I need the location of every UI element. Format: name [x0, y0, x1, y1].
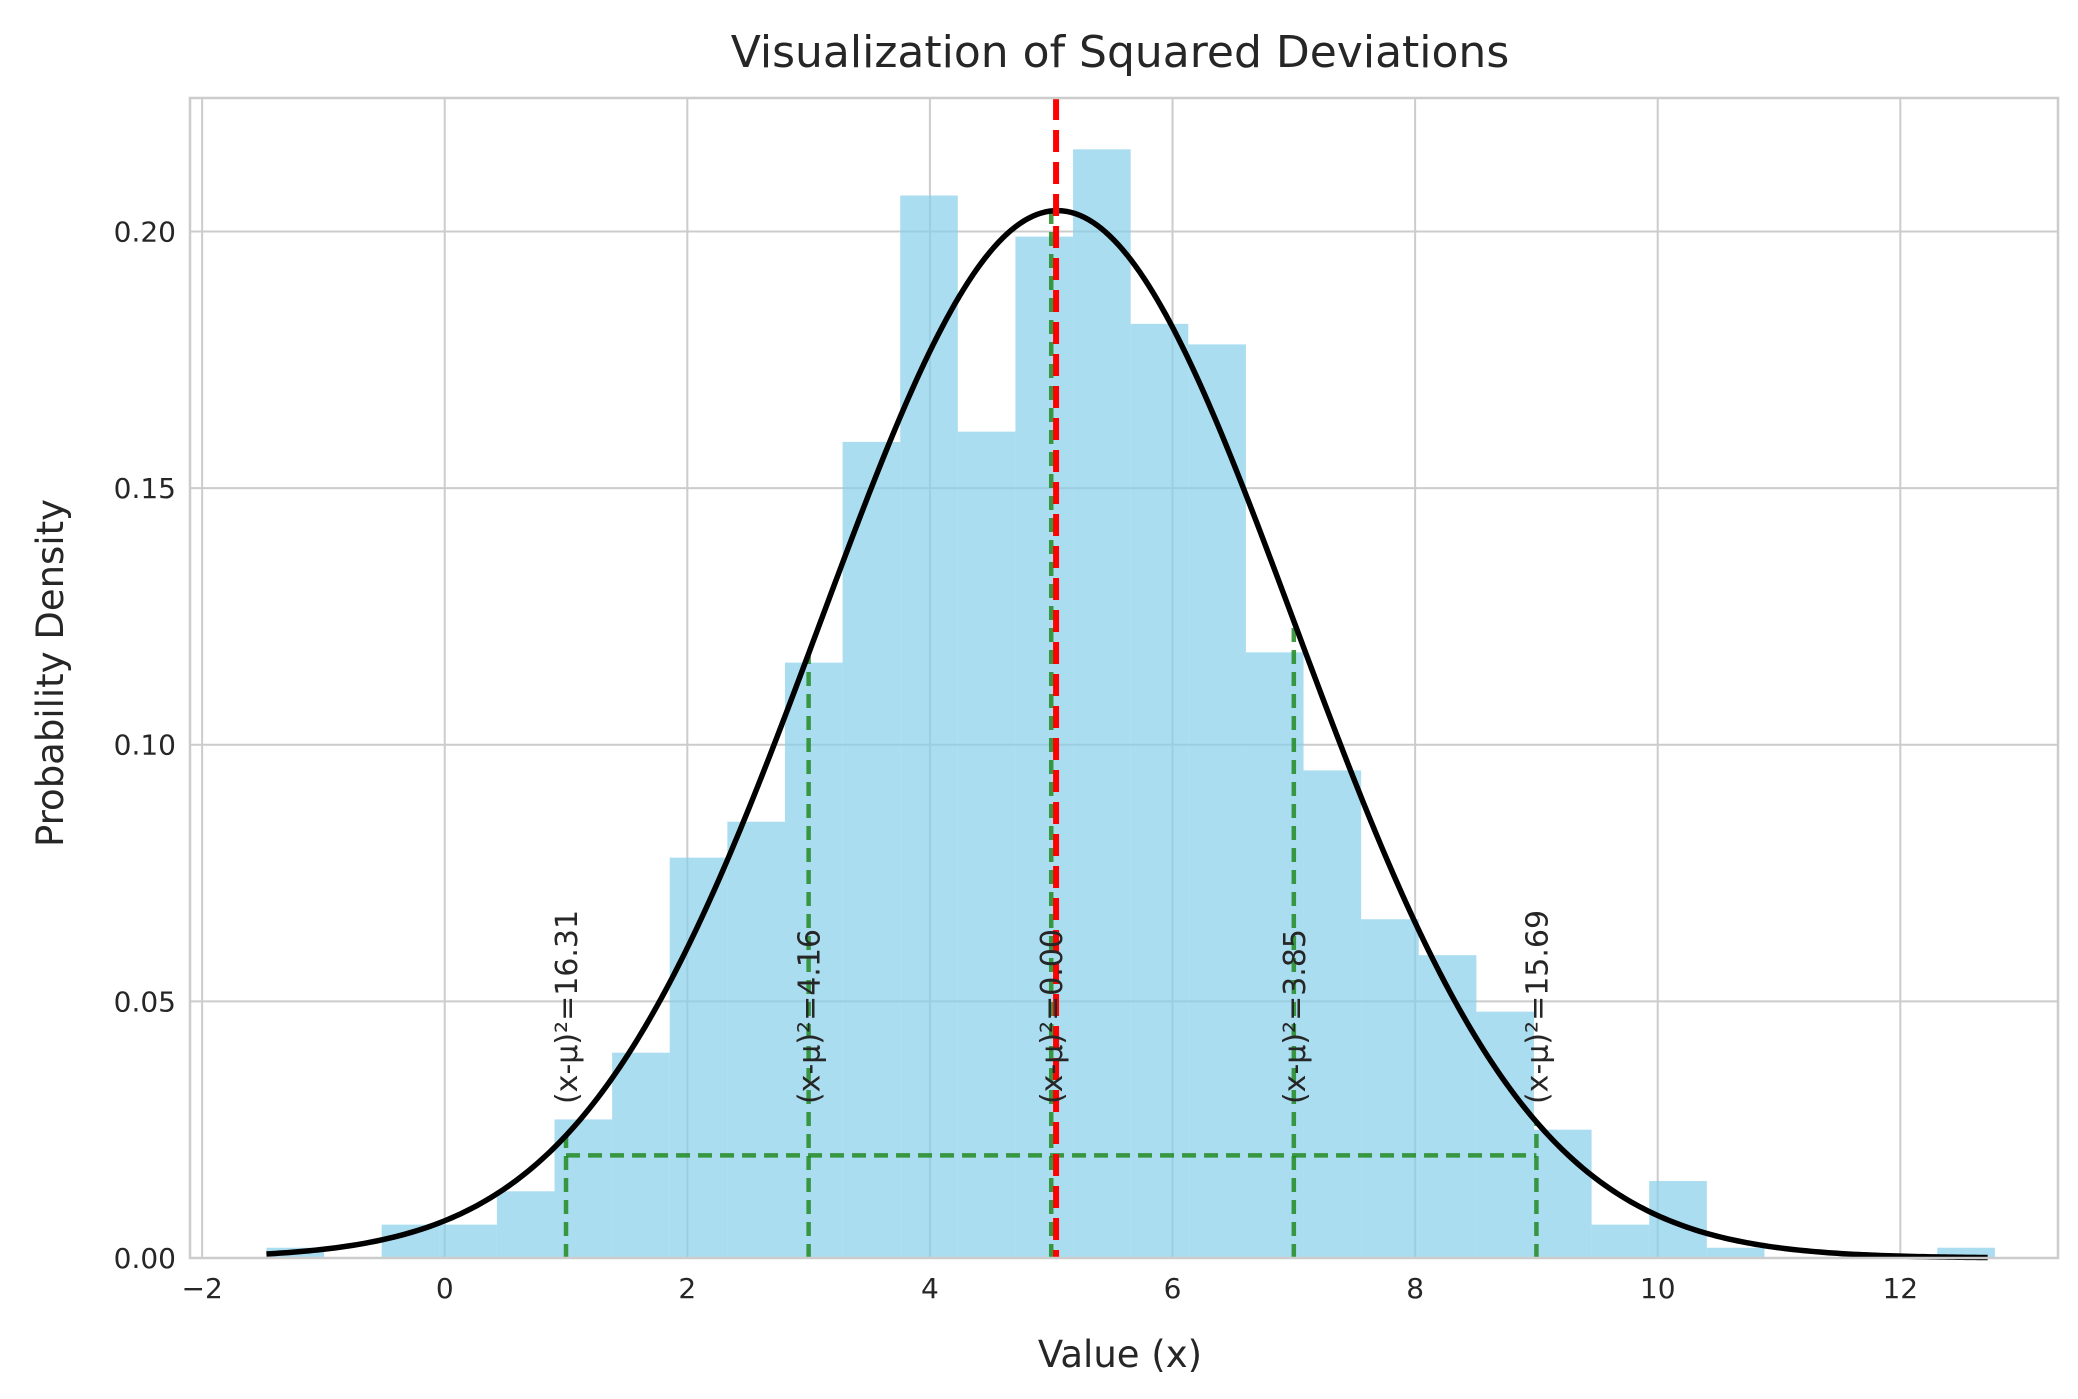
histogram-bar — [784, 662, 843, 1258]
histogram-bar — [1591, 1224, 1650, 1258]
deviation-label: (x-μ)²=15.69 — [1520, 910, 1555, 1104]
histogram-bar — [1706, 1247, 1765, 1258]
axes-frame — [188, 96, 2060, 1260]
histogram-bar — [1188, 344, 1246, 1258]
histogram-bar — [1649, 1181, 1707, 1258]
plot-area: (x-μ)²=16.31 (x-μ)²=4.16 (x-μ)²=0.00 (x-μ)²… — [188, 96, 2060, 1261]
x-tick-label: 2 — [678, 1272, 696, 1305]
normal-pdf-curve — [266, 207, 1988, 1261]
histogram-bar — [439, 1224, 497, 1258]
histogram-bar — [669, 857, 728, 1258]
histogram-bar — [381, 1224, 440, 1258]
y-tick-label: 0.05 — [114, 985, 176, 1018]
x-tick-label: 10 — [1640, 1272, 1676, 1305]
x-tick-label: 12 — [1882, 1272, 1918, 1305]
histogram-bar — [1015, 236, 1074, 1258]
deviation-label: (x-μ)²=0.00 — [1035, 929, 1070, 1104]
chart-title: Visualization of Squared Deviations — [731, 27, 1510, 78]
histogram-bar — [842, 441, 901, 1258]
histogram-bar — [1073, 149, 1131, 1259]
deviation-lines — [563, 210, 1539, 1258]
histogram-bar — [1418, 955, 1477, 1258]
histogram-bar — [727, 821, 785, 1258]
histogram-bars — [266, 149, 1995, 1259]
y-tick-labels: 0.00 0.05 0.10 0.15 0.20 — [114, 215, 176, 1275]
histogram-bar — [1361, 919, 1419, 1258]
x-tick-labels: −2 0 2 4 6 8 10 12 — [181, 1272, 1918, 1305]
histogram-bar — [957, 431, 1016, 1259]
histogram-bar — [496, 1191, 555, 1258]
x-tick-label: 6 — [1164, 1272, 1182, 1305]
x-tick-label: 8 — [1406, 1272, 1424, 1305]
deviation-annotations: (x-μ)²=16.31 (x-μ)²=4.16 (x-μ)²=0.00 (x-μ)²… — [550, 910, 1555, 1104]
histogram-bar — [1130, 323, 1189, 1258]
y-tick-label: 0.15 — [114, 472, 176, 505]
deviation-label: (x-μ)²=16.31 — [550, 910, 585, 1104]
histogram-bar — [1303, 770, 1362, 1258]
deviation-label: (x-μ)²=3.85 — [1278, 929, 1313, 1104]
deviation-label: (x-μ)²=4.16 — [793, 929, 828, 1104]
x-tick-label: −2 — [181, 1272, 222, 1305]
x-tick-label: 0 — [436, 1272, 454, 1305]
y-tick-label: 0.00 — [114, 1242, 176, 1275]
x-tick-label: 4 — [921, 1272, 939, 1305]
y-tick-label: 0.10 — [114, 729, 176, 762]
histogram-bar — [900, 195, 958, 1259]
histogram-bar — [1937, 1247, 1995, 1258]
y-axis-label: Probability Density — [29, 499, 72, 847]
y-tick-label: 0.20 — [114, 215, 176, 248]
x-axis-label: Value (x) — [1038, 1333, 1202, 1376]
